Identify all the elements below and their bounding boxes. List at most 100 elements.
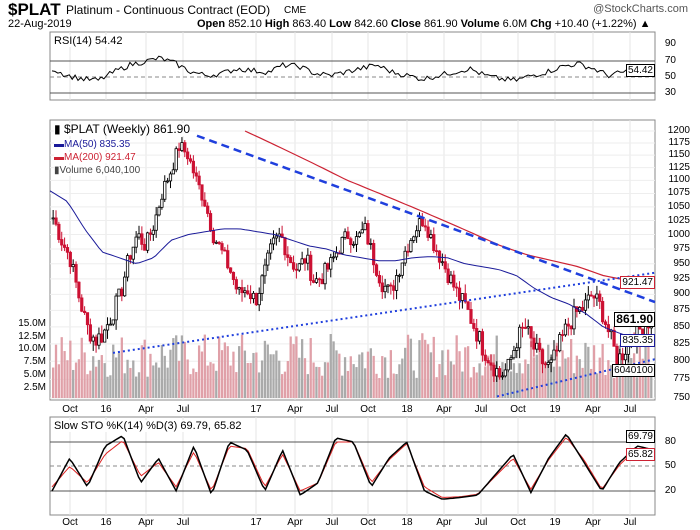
candle-body xyxy=(220,243,224,251)
volume-bar xyxy=(229,365,232,398)
candle-body xyxy=(54,217,58,225)
volume-bar xyxy=(458,351,461,398)
low-value: 842.60 xyxy=(354,18,388,30)
volume-bar xyxy=(552,366,556,398)
x-tick-label: Apr xyxy=(585,404,601,415)
candle-body xyxy=(269,243,273,254)
volume-bar xyxy=(103,363,106,398)
volume-tick-label: 7.5M xyxy=(23,356,46,368)
candle-body xyxy=(140,233,144,245)
volume-bar xyxy=(203,334,206,398)
candle-body xyxy=(97,333,101,346)
volume-bar xyxy=(415,377,418,398)
candle-body xyxy=(226,250,230,269)
stoch-tick-label: 20 xyxy=(664,485,676,496)
volume-bar xyxy=(220,350,224,398)
price-tick-label: 1125 xyxy=(668,161,690,173)
volume-bar xyxy=(572,373,576,398)
legend-main-text: $PLAT (Weekly) 861.90 xyxy=(63,122,191,136)
volume-bar xyxy=(137,372,141,398)
volume-label: Volume xyxy=(460,18,500,30)
candle-body xyxy=(303,258,307,264)
volume-bar xyxy=(263,340,267,398)
volume-bar xyxy=(358,354,361,398)
volume-bar xyxy=(441,350,444,398)
legend-volume-text: Volume 6,040,100 xyxy=(59,165,141,176)
rsi-line xyxy=(51,55,656,82)
volume-bar xyxy=(581,367,584,398)
candle-body xyxy=(549,359,553,363)
candle-body xyxy=(403,250,407,264)
candle-body xyxy=(598,293,602,302)
volume-bar xyxy=(238,346,241,398)
candle-body xyxy=(120,288,124,297)
price-tick-label: 975 xyxy=(673,242,690,254)
volume-tick-label: 2.5M xyxy=(23,381,46,393)
volume-bar xyxy=(183,341,186,398)
candle-body xyxy=(160,198,164,208)
volume-bar xyxy=(615,357,619,398)
volume-bar xyxy=(134,376,138,398)
volume-bar xyxy=(386,377,390,398)
volume-bar xyxy=(547,344,550,398)
candle-body xyxy=(320,278,324,285)
x-tick-label: Jul xyxy=(623,404,637,415)
candle-body xyxy=(223,249,227,252)
x-tick-label: 17 xyxy=(250,404,262,415)
candle-body xyxy=(452,274,456,288)
candle-body xyxy=(166,180,170,183)
candle-body xyxy=(286,254,290,258)
candle-body xyxy=(440,261,444,264)
volume-bar xyxy=(635,377,639,398)
candle-body xyxy=(114,295,118,321)
x-tick-label-bottom: 16 xyxy=(100,517,112,528)
x-tick-label-bottom: Oct xyxy=(510,517,526,528)
volume-bar xyxy=(464,347,467,398)
price-tick-label: 775 xyxy=(673,373,690,385)
volume-bar xyxy=(612,377,616,398)
candle-body xyxy=(446,268,450,284)
volume-tick-label: 10.0M xyxy=(18,343,46,355)
price-tick-label: 1050 xyxy=(667,200,690,212)
candle-body xyxy=(483,354,487,361)
volume-bar xyxy=(109,375,112,398)
volume-bar xyxy=(498,373,501,398)
candle-body xyxy=(354,236,359,245)
candle-body xyxy=(523,327,527,329)
price-tick-label: 825 xyxy=(673,337,690,349)
candle-body xyxy=(346,231,350,240)
x-tick-label-bottom: Apr xyxy=(585,517,601,528)
candle-body xyxy=(249,293,253,300)
rsi-tick-label: 30 xyxy=(664,87,676,98)
candle-body xyxy=(443,261,447,270)
volume-bar xyxy=(217,336,221,398)
candle-body xyxy=(143,244,147,251)
volume-bar xyxy=(315,366,318,398)
volume-bar xyxy=(466,346,470,398)
price-tick-label: 875 xyxy=(673,304,690,316)
price-tick-label: 800 xyxy=(673,355,690,367)
legend-main: ▮ $PLAT (Weekly) 861.90 xyxy=(54,122,191,137)
volume-bar xyxy=(604,374,607,398)
price-tick-label: 1100 xyxy=(668,174,690,186)
volume-bar xyxy=(381,356,384,398)
volume-bar xyxy=(114,357,118,398)
volume-bar xyxy=(106,376,109,398)
volume-bar xyxy=(504,374,507,398)
stoch-d-line xyxy=(51,437,656,498)
volume-bar xyxy=(266,344,269,398)
candle-body xyxy=(128,255,133,260)
ma200-tag: 921.47 xyxy=(620,276,655,289)
volume-bar xyxy=(72,369,75,398)
brand-logo[interactable]: @StockCharts.com xyxy=(593,3,688,15)
stoch-k-tag: 69.79 xyxy=(625,430,655,443)
candle-body xyxy=(566,323,570,327)
candle-body xyxy=(589,294,593,297)
support-trendline xyxy=(112,271,656,354)
x-tick-label-bottom: Oct xyxy=(360,517,376,528)
volume-bar xyxy=(243,350,247,398)
candle-body xyxy=(280,233,284,239)
low-label: Low xyxy=(329,18,352,30)
volume-bar xyxy=(97,359,101,398)
candle-body xyxy=(455,286,459,289)
